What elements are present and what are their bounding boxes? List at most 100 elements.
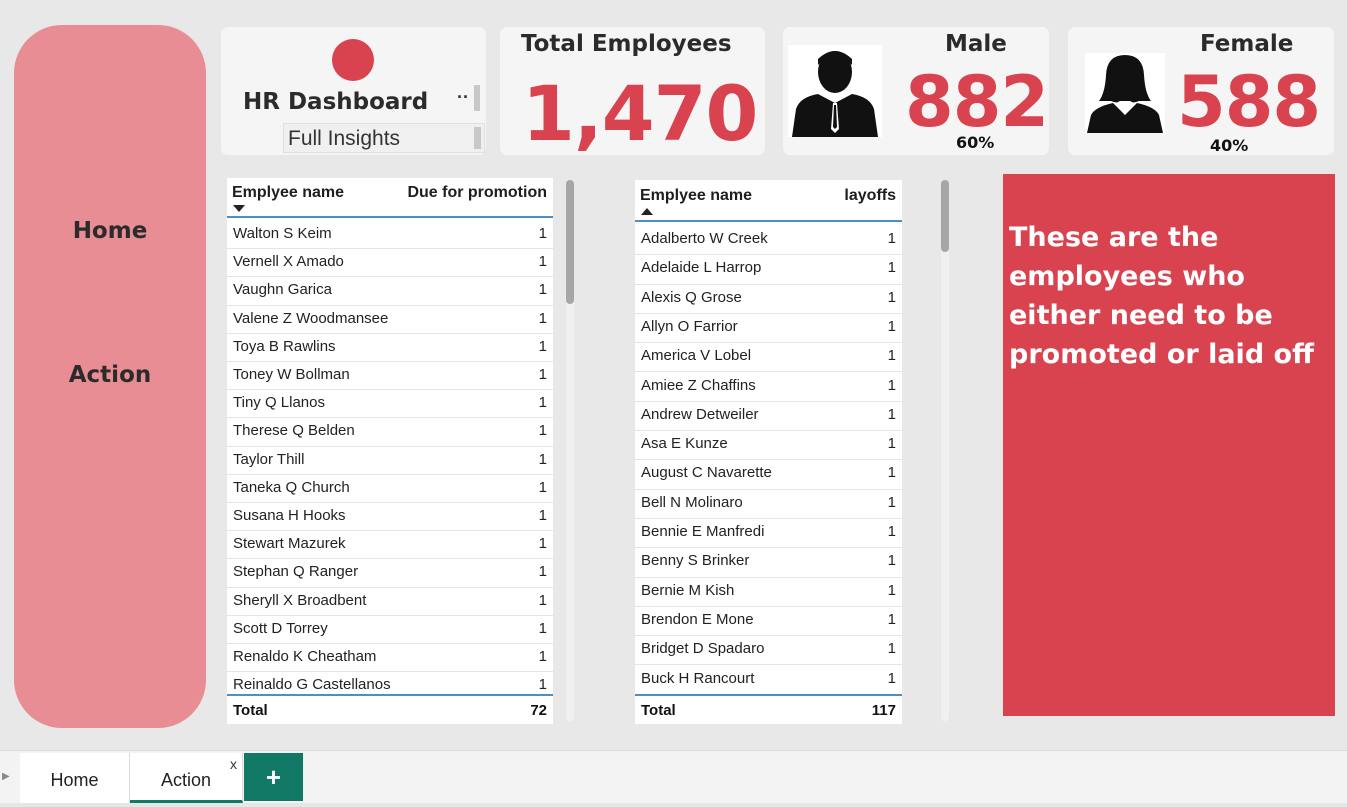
female-user-icon: [1085, 53, 1165, 133]
total-value: 72: [530, 702, 547, 719]
table-row[interactable]: Brendon E Mone 1: [635, 606, 902, 637]
value-cell: 1: [538, 619, 547, 637]
total-value: 117: [871, 702, 896, 719]
value-cell: 1: [887, 581, 896, 599]
table-row[interactable]: Adelaide L Harrop 1: [635, 254, 902, 285]
value-cell: 1: [538, 591, 547, 609]
employee-name-cell: Valene Z Woodmansee: [233, 309, 389, 327]
tab-home[interactable]: Home: [20, 753, 130, 803]
layoffs-table-scrollbar[interactable]: [941, 180, 949, 721]
column-header-employee-name[interactable]: Emplyee name: [232, 184, 345, 201]
table-row[interactable]: Stewart Mazurek 1: [227, 530, 553, 560]
logo-dot-icon: [332, 39, 374, 81]
table-row[interactable]: Buck H Rancourt 1: [635, 665, 902, 695]
table-row[interactable]: August C Navarette 1: [635, 459, 902, 490]
table-row[interactable]: Bennie E Manfredi 1: [635, 518, 902, 549]
table-row[interactable]: Tiny Q Llanos 1: [227, 389, 553, 419]
employee-name-cell: Stewart Mazurek: [233, 535, 346, 553]
kpi-male-value: 882: [905, 61, 1049, 143]
table-row[interactable]: Toya B Rawlins 1: [227, 333, 553, 362]
employee-name-cell: Bell N Molinaro: [641, 493, 743, 511]
value-cell: 1: [538, 563, 547, 581]
table-row[interactable]: Vaughn Garica 1: [227, 276, 553, 306]
table-row[interactable]: Andrew Detweiler 1: [635, 401, 902, 432]
close-tab-icon[interactable]: x: [230, 756, 237, 772]
employee-name-cell: Bernie M Kish: [641, 581, 735, 599]
employee-name-cell: Adalberto W Creek: [641, 230, 768, 247]
table-row[interactable]: Scott D Torrey 1: [227, 615, 553, 644]
table-row[interactable]: Bridget D Spadaro 1: [635, 635, 902, 666]
total-label: Total: [641, 702, 676, 719]
employee-name-cell: Reinaldo G Castellanos: [233, 676, 391, 694]
table-row[interactable]: America V Lobel 1: [635, 342, 902, 373]
table-row[interactable]: Susana H Hooks 1: [227, 502, 553, 532]
promotion-table-total-row: Total 72: [227, 694, 553, 724]
kpi-female-label: Female: [1200, 31, 1294, 57]
tab-action[interactable]: Action x: [130, 753, 243, 803]
employee-name-cell: Benny S Brinker: [641, 552, 750, 570]
value-cell: 1: [887, 317, 896, 335]
employee-name-cell: Tiny Q Llanos: [233, 394, 325, 412]
kpi-female-value: 588: [1177, 61, 1321, 143]
employee-name-cell: Vaughn Garica: [233, 281, 332, 299]
layoffs-scroll-thumb[interactable]: [941, 180, 949, 252]
nav-action-button[interactable]: Action: [68, 362, 152, 388]
table-row[interactable]: Valene Z Woodmansee 1: [227, 305, 553, 334]
more-options-button[interactable]: ··: [457, 87, 469, 107]
table-row[interactable]: Toney W Bollman 1: [227, 361, 553, 391]
tab-scroll-left-icon[interactable]: ▶: [2, 771, 10, 782]
table-row[interactable]: Therese Q Belden 1: [227, 417, 553, 447]
slicer-header-scrollbar[interactable]: [474, 85, 480, 111]
table-row[interactable]: Renaldo K Cheatham 1: [227, 643, 553, 673]
table-row[interactable]: Stephan Q Ranger 1: [227, 558, 553, 588]
table-row[interactable]: Benny S Brinker 1: [635, 547, 902, 578]
table-row[interactable]: Walton S Keim 1: [227, 220, 553, 250]
employee-name-cell: August C Navarette: [641, 464, 772, 482]
column-header-layoffs[interactable]: layoffs: [844, 187, 896, 204]
kpi-total-employees: Total Employees 1,470: [500, 27, 765, 158]
slicer-scrollbar[interactable]: [474, 127, 481, 149]
employee-name-cell: America V Lobel: [641, 347, 752, 365]
table-row[interactable]: Vernell X Amado 1: [227, 248, 553, 278]
value-cell: 1: [887, 523, 896, 540]
employee-name-cell: Toya B Rawlins: [233, 337, 336, 355]
employee-name-cell: Susana H Hooks: [233, 507, 346, 524]
employee-name-cell: Therese Q Belden: [233, 422, 355, 440]
table-row[interactable]: Sheryll X Broadbent 1: [227, 587, 553, 616]
table-row[interactable]: Bernie M Kish 1: [635, 577, 902, 607]
promotion-table-scrollbar[interactable]: [566, 180, 574, 721]
table-row[interactable]: Adalberto W Creek 1: [635, 225, 902, 256]
value-cell: 1: [538, 337, 547, 355]
value-cell: 1: [887, 464, 896, 482]
table-row[interactable]: Alexis Q Grose 1: [635, 284, 902, 314]
promotion-scroll-thumb[interactable]: [566, 180, 574, 304]
value-cell: 1: [887, 435, 896, 453]
value-cell: 1: [538, 225, 547, 242]
column-header-employee-name[interactable]: Emplyee name: [640, 187, 753, 204]
sidebar-nav: Home Action: [14, 25, 206, 728]
employee-name-cell: Andrew Detweiler: [641, 405, 759, 423]
employee-name-cell: Taneka Q Church: [233, 478, 350, 496]
value-cell: 1: [887, 669, 896, 687]
table-row[interactable]: Asa E Kunze 1: [635, 430, 902, 461]
value-cell: 1: [538, 309, 547, 327]
table-row[interactable]: Allyn O Farrior 1: [635, 313, 902, 344]
column-header-due-for-promotion[interactable]: Due for promotion: [407, 184, 547, 201]
value-cell: 1: [538, 648, 547, 665]
sort-ascending-icon[interactable]: [641, 208, 653, 215]
employee-name-cell: Allyn O Farrior: [641, 317, 738, 335]
add-page-button[interactable]: +: [244, 753, 303, 801]
value-cell: 1: [887, 230, 896, 247]
employee-name-cell: Asa E Kunze: [641, 435, 728, 453]
nav-home-button[interactable]: Home: [72, 218, 148, 244]
table-row[interactable]: Bell N Molinaro 1: [635, 489, 902, 519]
value-cell: 1: [538, 394, 547, 412]
employee-name-cell: Bennie E Manfredi: [641, 523, 765, 540]
slicer-value: Full Insights: [288, 127, 401, 150]
table-row[interactable]: Amiee Z Chaffins 1: [635, 372, 902, 402]
page-tab-bar: ▶ Home Action x +: [0, 750, 1347, 803]
sort-descending-icon[interactable]: [233, 205, 245, 212]
table-row[interactable]: Taneka Q Church 1: [227, 474, 553, 503]
insights-slicer[interactable]: Full Insights: [283, 123, 485, 153]
table-row[interactable]: Taylor Thill 1: [227, 446, 553, 475]
